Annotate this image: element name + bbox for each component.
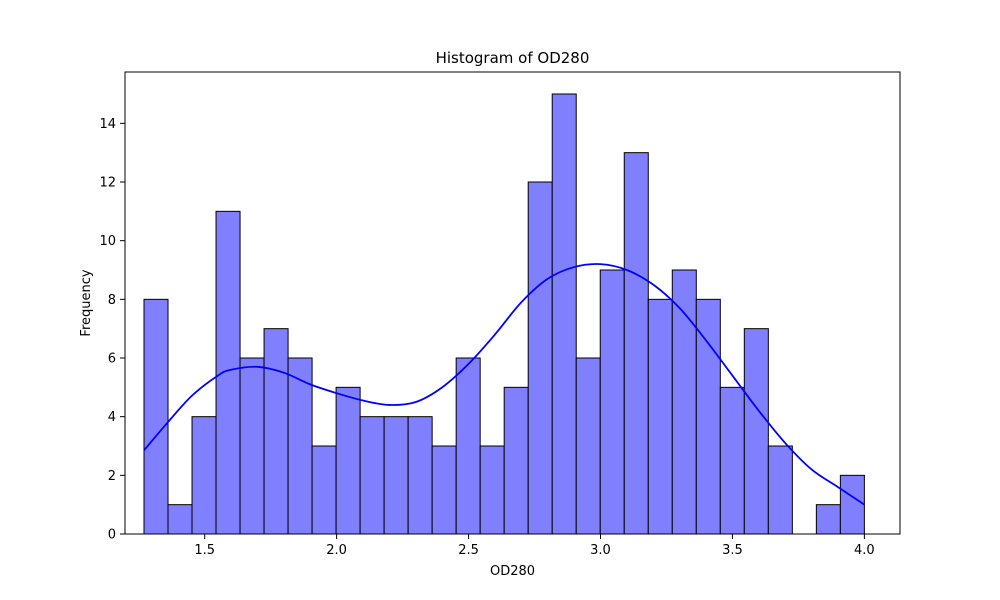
y-tick-label: 2 [108, 469, 116, 484]
histogram-bar [191, 416, 217, 535]
x-tick-label: 2.0 [326, 543, 347, 558]
histogram-bar [743, 328, 769, 535]
histogram-bar [671, 269, 697, 535]
histogram-bar [359, 416, 385, 535]
histogram-bar [527, 181, 553, 535]
histogram-bar [455, 357, 481, 535]
histogram-bar [479, 445, 505, 535]
histogram-bar [167, 504, 193, 535]
y-tick-label: 8 [108, 293, 116, 308]
x-axis: 1.5 2.0 2.5 3.0 3.5 4.0 [194, 534, 875, 558]
histogram-bar [503, 386, 529, 535]
y-axis-label: Frequency [79, 269, 94, 336]
chart-title: Histogram of OD280 [436, 49, 590, 67]
histogram-bar [719, 386, 745, 535]
x-tick-label: 2.5 [458, 543, 479, 558]
y-tick-label: 4 [108, 410, 116, 425]
y-tick-label: 6 [108, 352, 116, 367]
y-tick-label: 0 [108, 528, 116, 543]
plot-area-frame [124, 71, 901, 535]
kde-line [143, 263, 865, 506]
y-tick-label: 12 [99, 176, 116, 191]
histogram-bar [239, 357, 265, 535]
histogram-bar [263, 328, 289, 535]
histogram-bar [143, 298, 169, 535]
histogram-bar [623, 152, 649, 535]
x-tick-label: 3.0 [590, 543, 611, 558]
x-tick-label: 4.0 [854, 543, 875, 558]
histogram-bar [335, 386, 361, 535]
histogram-bar [695, 298, 721, 535]
histogram-bar [215, 210, 241, 535]
histogram-bar [815, 504, 841, 535]
histogram-bar [767, 445, 793, 535]
x-tick-label: 1.5 [194, 543, 215, 558]
histogram-bar [575, 357, 601, 535]
y-tick-label: 14 [99, 117, 116, 132]
histogram-bar [407, 416, 433, 535]
y-tick-label: 10 [99, 234, 116, 249]
histogram-bar [839, 474, 865, 535]
x-tick-label: 3.5 [722, 543, 743, 558]
histogram-bar [383, 416, 409, 535]
y-axis: 0 2 4 6 8 10 12 14 [99, 117, 125, 543]
histogram-bar [647, 298, 673, 535]
x-axis-label: OD280 [490, 564, 535, 579]
histogram-bar [551, 93, 577, 535]
bars-group [143, 93, 865, 535]
histogram-bar [431, 445, 457, 535]
histogram-bar [599, 269, 625, 535]
histogram-bar [311, 445, 337, 535]
